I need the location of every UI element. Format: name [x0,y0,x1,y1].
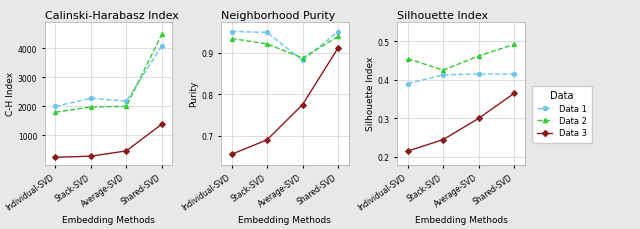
Y-axis label: Silhouette Index: Silhouette Index [365,57,374,131]
X-axis label: Embedding Methods: Embedding Methods [415,215,508,224]
X-axis label: Embedding Methods: Embedding Methods [62,215,155,224]
Legend: Data 1, Data 2, Data 3: Data 1, Data 2, Data 3 [532,86,592,143]
Y-axis label: C-H Index: C-H Index [6,72,15,116]
X-axis label: Embedding Methods: Embedding Methods [238,215,332,224]
Text: Neighborhood Purity: Neighborhood Purity [221,11,335,21]
Y-axis label: Purity: Purity [189,81,198,107]
Text: Silhouette Index: Silhouette Index [397,11,488,21]
Text: Calinski-Harabasz Index: Calinski-Harabasz Index [45,11,179,21]
